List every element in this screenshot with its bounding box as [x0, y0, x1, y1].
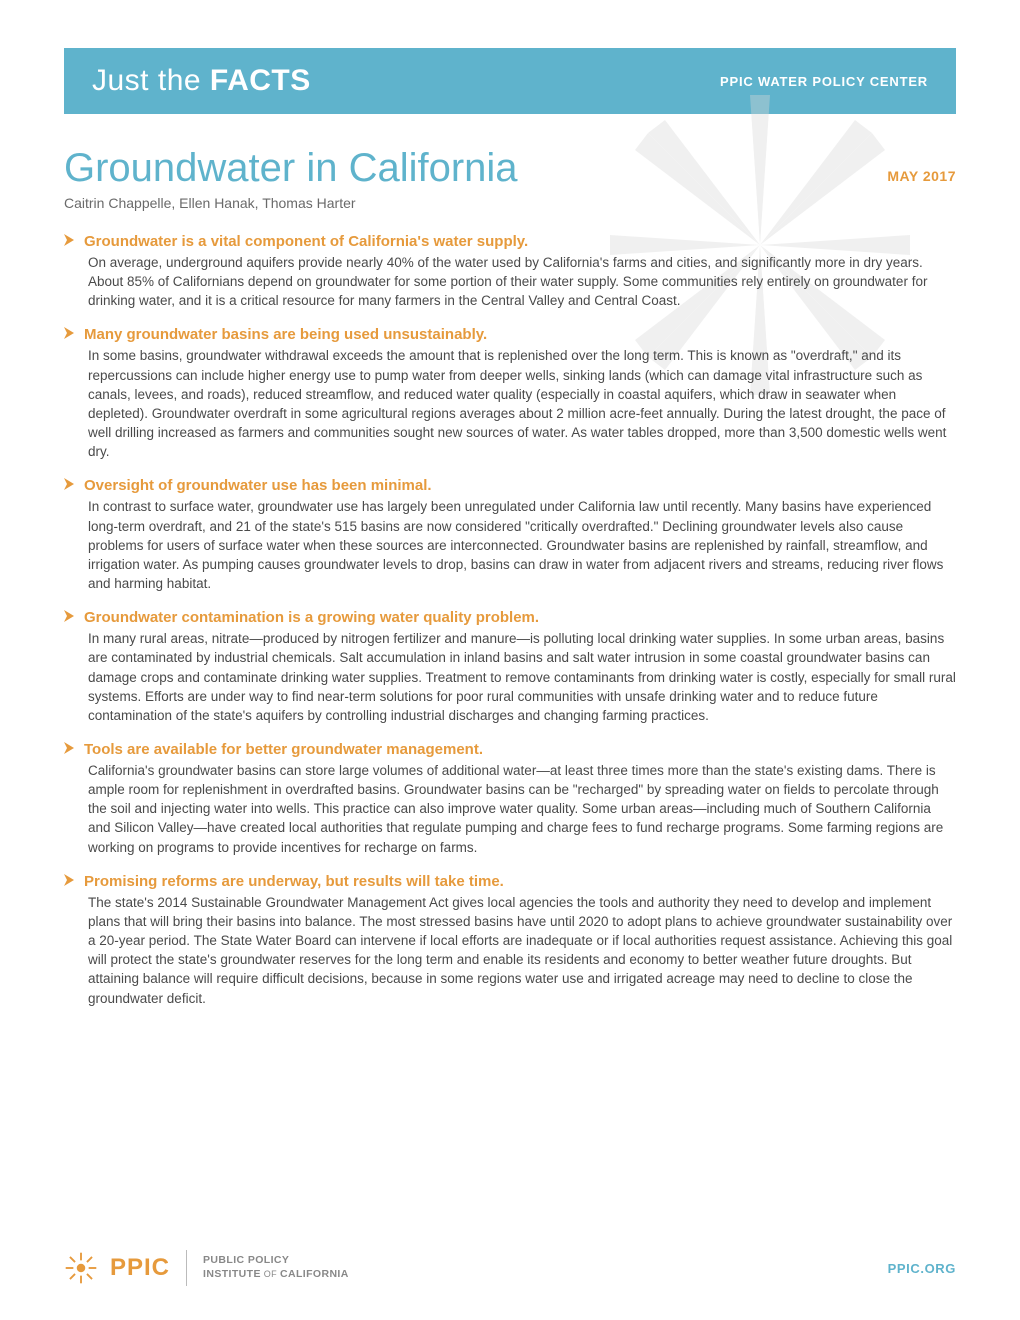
arrow-icon	[64, 741, 78, 758]
section-heading: Many groundwater basins are being used u…	[64, 326, 956, 343]
footer-line1: PUBLIC POLICY	[203, 1254, 349, 1268]
banner-title-light: Just the	[92, 64, 210, 97]
section-heading-text: Many groundwater basins are being used u…	[84, 326, 487, 343]
section-heading-text: Groundwater contamination is a growing w…	[84, 609, 539, 626]
section-body: The state's 2014 Sustainable Groundwater…	[88, 893, 956, 1008]
title-row: Groundwater in California MAY 2017	[64, 146, 956, 191]
footer: PPIC PUBLIC POLICY INSTITUTE OF CALIFORN…	[64, 1250, 956, 1286]
arrow-icon	[64, 609, 78, 626]
section-heading-text: Groundwater is a vital component of Cali…	[84, 233, 528, 250]
date-label: MAY 2017	[887, 168, 956, 184]
section: Oversight of groundwater use has been mi…	[64, 477, 956, 593]
arrow-icon	[64, 233, 78, 250]
footer-url: PPIC.ORG	[888, 1261, 956, 1276]
ppic-logo-text: PPIC	[110, 1254, 170, 1282]
section-heading: Oversight of groundwater use has been mi…	[64, 477, 956, 494]
sun-icon	[64, 1251, 98, 1285]
section-heading: Groundwater contamination is a growing w…	[64, 609, 956, 626]
footer-divider	[186, 1250, 187, 1286]
section-heading: Promising reforms are underway, but resu…	[64, 873, 956, 890]
sections-container: Groundwater is a vital component of Cali…	[64, 233, 956, 1008]
section: Groundwater is a vital component of Cali…	[64, 233, 956, 310]
section-heading-text: Promising reforms are underway, but resu…	[84, 873, 504, 890]
arrow-icon	[64, 477, 78, 494]
section-body: In many rural areas, nitrate—produced by…	[88, 629, 956, 725]
authors: Caitrin Chappelle, Ellen Hanak, Thomas H…	[64, 195, 956, 211]
section-heading: Tools are available for better groundwat…	[64, 741, 956, 758]
section-body: California's groundwater basins can stor…	[88, 761, 956, 857]
arrow-icon	[64, 326, 78, 343]
section-body: On average, underground aquifers provide…	[88, 253, 956, 310]
page-title: Groundwater in California	[64, 146, 518, 191]
section-heading-text: Oversight of groundwater use has been mi…	[84, 477, 432, 494]
section: Many groundwater basins are being used u…	[64, 326, 956, 461]
section-heading: Groundwater is a vital component of Cali…	[64, 233, 956, 250]
section: Tools are available for better groundwat…	[64, 741, 956, 857]
arrow-icon	[64, 873, 78, 890]
banner-title: Just the FACTS	[92, 64, 311, 98]
banner-subtitle: PPIC WATER POLICY CENTER	[720, 74, 928, 89]
footer-org-name: PUBLIC POLICY INSTITUTE OF CALIFORNIA	[203, 1254, 349, 1281]
footer-left: PPIC PUBLIC POLICY INSTITUTE OF CALIFORN…	[64, 1250, 349, 1286]
section-body: In some basins, groundwater withdrawal e…	[88, 346, 956, 461]
section-body: In contrast to surface water, groundwate…	[88, 497, 956, 593]
section: Promising reforms are underway, but resu…	[64, 873, 956, 1008]
banner-title-bold: FACTS	[210, 64, 311, 97]
section: Groundwater contamination is a growing w…	[64, 609, 956, 725]
section-heading-text: Tools are available for better groundwat…	[84, 741, 483, 758]
footer-line2: INSTITUTE OF CALIFORNIA	[203, 1268, 349, 1282]
